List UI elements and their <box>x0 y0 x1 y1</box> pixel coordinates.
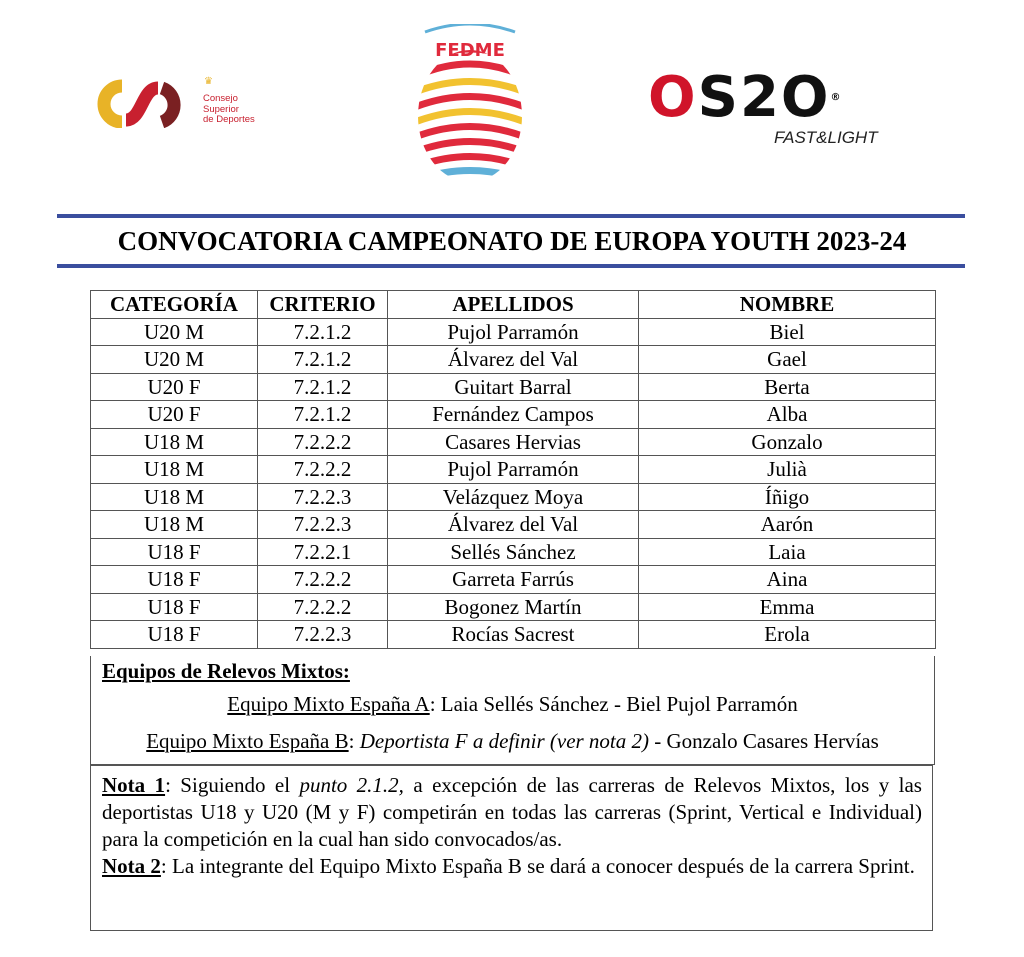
table-row: U18 F 7.2.2.3 Rocías Sacrest Erola <box>90 620 936 649</box>
cell-categoria: U18 M <box>90 427 258 456</box>
cell-criterio: 7.2.2.2 <box>257 427 388 456</box>
cell-nombre: Laia <box>638 537 936 566</box>
cell-apellidos: Álvarez del Val <box>387 510 639 539</box>
cell-apellidos: Fernández Campos <box>387 400 639 429</box>
cell-criterio: 7.2.2.3 <box>257 510 388 539</box>
cell-categoria: U18 F <box>90 537 258 566</box>
csd-text: Consejo <box>203 93 238 104</box>
cell-categoria: U18 M <box>90 482 258 511</box>
cell-apellidos: Pujol Parramón <box>387 317 639 346</box>
table-header-row: CATEGORÍA CRITERIO APELLIDOS NOMBRE <box>90 290 936 319</box>
cell-apellidos: Guitart Barral <box>387 372 639 401</box>
table-row: U18 F 7.2.2.2 Bogonez Martín Emma <box>90 592 936 621</box>
header-criterio: CRITERIO <box>257 290 388 319</box>
team-a-members: : Laia Sellés Sánchez - Biel Pujol Parra… <box>429 692 798 716</box>
convocatoria-table: CATEGORÍA CRITERIO APELLIDOS NOMBRE U20 … <box>90 290 936 649</box>
table-row: U18 F 7.2.2.1 Sellés Sánchez Laia <box>90 537 936 566</box>
cell-categoria: U18 F <box>90 620 258 649</box>
csd-text: de Deportes <box>203 114 255 125</box>
cell-nombre: Alba <box>638 400 936 429</box>
team-a-line: Equipo Mixto España A: Laia Sellés Sánch… <box>91 692 934 717</box>
cell-apellidos: Velázquez Moya <box>387 482 639 511</box>
cell-nombre: Biel <box>638 317 936 346</box>
cell-apellidos: Sellés Sánchez <box>387 537 639 566</box>
cell-criterio: 7.2.2.2 <box>257 592 388 621</box>
crown-icon: ♛ <box>204 76 213 87</box>
cell-categoria: U20 F <box>90 400 258 429</box>
table-row: U20 F 7.2.1.2 Guitart Barral Berta <box>90 372 936 401</box>
fedme-wordmark: FEDME <box>435 40 505 61</box>
cell-nombre: Gonzalo <box>638 427 936 456</box>
team-b-rest: - Gonzalo Casares Hervías <box>649 729 879 753</box>
cell-nombre: Erola <box>638 620 936 649</box>
table-row: U20 M 7.2.1.2 Álvarez del Val Gael <box>90 345 936 374</box>
cell-nombre: Íñigo <box>638 482 936 511</box>
cell-nombre: Emma <box>638 592 936 621</box>
os2o-logo: OS2O® FAST&LIGHT <box>648 70 908 150</box>
notes-section: Nota 1: Siguiendo el punto 2.1.2, a exce… <box>90 765 933 931</box>
cell-criterio: 7.2.2.2 <box>257 565 388 594</box>
cell-nombre: Aina <box>638 565 936 594</box>
cell-categoria: U18 F <box>90 592 258 621</box>
cell-nombre: Gael <box>638 345 936 374</box>
team-b-label: Equipo Mixto España B <box>146 729 349 753</box>
cell-categoria: U20 M <box>90 345 258 374</box>
cell-nombre: Julià <box>638 455 936 484</box>
table-row: U18 F 7.2.2.2 Garreta Farrús Aina <box>90 565 936 594</box>
cell-categoria: U18 M <box>90 455 258 484</box>
bottom-rule <box>57 264 965 268</box>
note-1-label: Nota 1 <box>102 773 166 797</box>
cell-apellidos: Pujol Parramón <box>387 455 639 484</box>
cell-categoria: U18 M <box>90 510 258 539</box>
note-2: Nota 2: La integrante del Equipo Mixto E… <box>102 853 922 880</box>
note-1: Nota 1: Siguiendo el punto 2.1.2, a exce… <box>102 772 922 853</box>
cell-nombre: Aarón <box>638 510 936 539</box>
table-row: U20 M 7.2.1.2 Pujol Parramón Biel <box>90 317 936 346</box>
cell-criterio: 7.2.1.2 <box>257 317 388 346</box>
cell-categoria: U20 F <box>90 372 258 401</box>
table-row: U18 M 7.2.2.2 Casares Hervias Gonzalo <box>90 427 936 456</box>
note-2-text: : La integrante del Equipo Mixto España … <box>160 854 915 878</box>
csd-logo-mark <box>97 79 181 129</box>
team-a-label: Equipo Mixto España A <box>227 692 430 716</box>
team-b-tbd: Deportista F a definir (ver nota 2) <box>359 729 650 753</box>
header-nombre: NOMBRE <box>638 290 936 319</box>
fedme-logo: FEDME <box>410 22 530 184</box>
cell-criterio: 7.2.2.1 <box>257 537 388 566</box>
csd-text: Superior <box>203 103 239 115</box>
page-title: CONVOCATORIA CAMPEONATO DE EUROPA YOUTH … <box>117 226 907 256</box>
cell-criterio: 7.2.2.2 <box>257 455 388 484</box>
team-b-sep: : <box>348 729 360 753</box>
cell-apellidos: Bogonez Martín <box>387 592 639 621</box>
team-b-line: Equipo Mixto España B: Deportista F a de… <box>91 729 934 754</box>
os2o-tagline: FAST&LIGHT <box>774 128 878 147</box>
cell-criterio: 7.2.2.3 <box>257 482 388 511</box>
relevos-section: Equipos de Relevos Mixtos: Equipo Mixto … <box>90 656 935 765</box>
cell-apellidos: Álvarez del Val <box>387 345 639 374</box>
relevos-heading: Equipos de Relevos Mixtos: <box>102 659 350 683</box>
header-apellidos: APELLIDOS <box>387 290 639 319</box>
cell-apellidos: Casares Hervias <box>387 427 639 456</box>
cell-criterio: 7.2.1.2 <box>257 345 388 374</box>
cell-categoria: U20 M <box>90 317 258 346</box>
table-row: U20 F 7.2.1.2 Fernández Campos Alba <box>90 400 936 429</box>
table-row: U18 M 7.2.2.2 Pujol Parramón Julià <box>90 455 936 484</box>
cell-categoria: U18 F <box>90 565 258 594</box>
table-row: U18 M 7.2.2.3 Álvarez del Val Aarón <box>90 510 936 539</box>
note-1-ref: punto 2.1.2, <box>299 773 404 797</box>
note-2-label: Nota 2 <box>102 854 161 878</box>
header-categoria: CATEGORÍA <box>90 290 258 319</box>
cell-nombre: Berta <box>638 372 936 401</box>
cell-criterio: 7.2.1.2 <box>257 372 388 401</box>
cell-apellidos: Garreta Farrús <box>387 565 639 594</box>
cell-apellidos: Rocías Sacrest <box>387 620 639 649</box>
csd-logo: ♛ Consejo Superior de Deportes <box>92 76 272 138</box>
note-1-text-rest: a excepción de las carreras de Relevos M… <box>102 773 922 851</box>
os2o-wordmark: OS2O® <box>648 65 843 130</box>
cell-criterio: 7.2.1.2 <box>257 400 388 429</box>
table-row: U18 M 7.2.2.3 Velázquez Moya Íñigo <box>90 482 936 511</box>
cell-criterio: 7.2.2.3 <box>257 620 388 649</box>
note-1-text: : Siguiendo el <box>165 773 300 797</box>
top-rule <box>57 214 965 218</box>
